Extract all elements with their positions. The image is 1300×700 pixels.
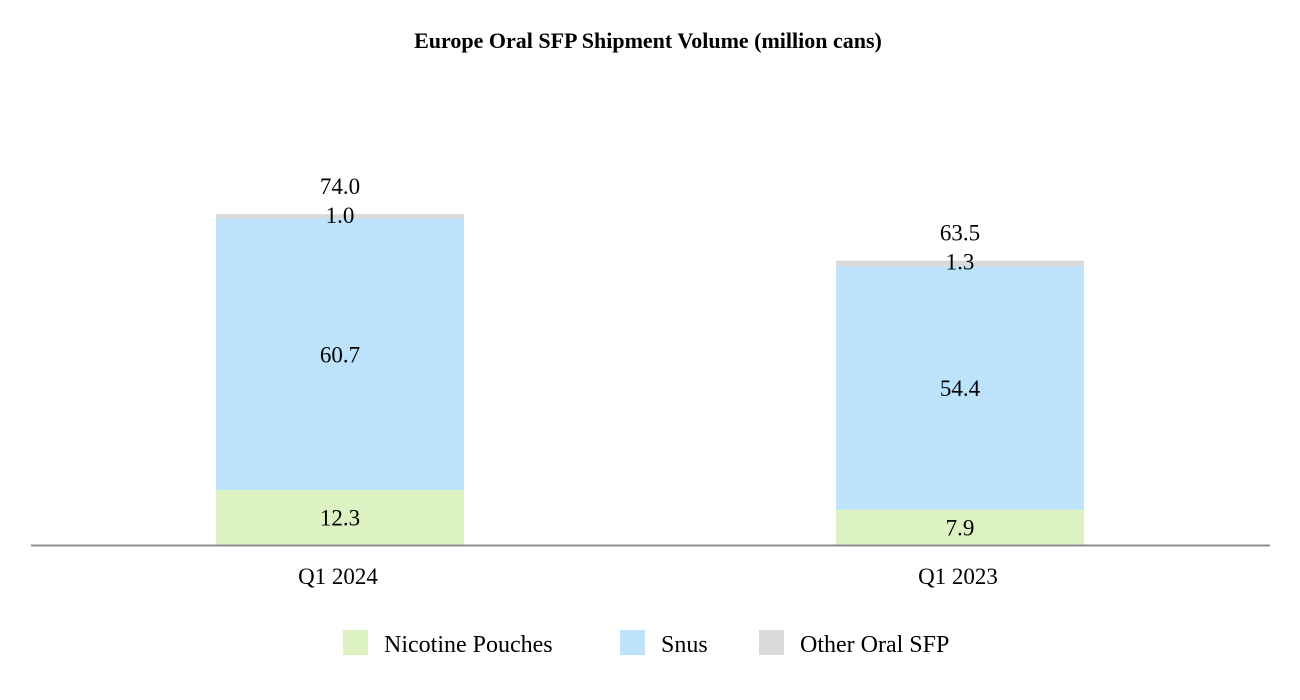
x-tick-labels: Q1 2024 Q1 2023 (298, 564, 998, 589)
total-label-q1-2023: 63.5 (940, 221, 980, 246)
x-tick-label-q1-2024: Q1 2024 (298, 564, 378, 589)
total-label-q1-2024: 74.0 (320, 174, 360, 199)
bar-segment-snus-q1-2023 (836, 266, 1084, 510)
labels-group: 12.3 60.7 1.0 74.0 7.9 54.4 1.3 63.5 (320, 174, 981, 540)
data-label-nicotine-pouches-q1-2023: 7.9 (946, 515, 975, 540)
legend-swatch-nicotine-pouches (343, 630, 368, 655)
bar-segment-snus-q1-2024 (216, 218, 464, 491)
legend-swatch-other-oral-sfp (759, 630, 784, 655)
legend-label-snus: Snus (661, 632, 708, 658)
bar-segment-other-oral-sfp-q1-2024 (216, 214, 464, 219)
data-label-snus-q1-2024: 60.7 (320, 342, 360, 367)
data-label-other-oral-sfp-q1-2024: 1.0 (326, 203, 355, 228)
bar-segment-nicotine-pouches-q1-2024 (216, 490, 464, 545)
legend-label-other-oral-sfp: Other Oral SFP (800, 632, 949, 658)
data-label-other-oral-sfp-q1-2023: 1.3 (946, 250, 975, 275)
bar-segment-nicotine-pouches-q1-2023 (836, 509, 1084, 545)
data-label-nicotine-pouches-q1-2024: 12.3 (320, 506, 360, 531)
data-label-snus-q1-2023: 54.4 (940, 376, 981, 401)
legend-swatch-snus (620, 630, 645, 655)
bar-segment-other-oral-sfp-q1-2023 (836, 260, 1084, 267)
bars-group (216, 214, 1084, 545)
x-tick-label-q1-2023: Q1 2023 (918, 564, 998, 589)
chart-title: Europe Oral SFP Shipment Volume (million… (414, 28, 882, 53)
legend-label-nicotine-pouches: Nicotine Pouches (384, 632, 553, 658)
legend: Nicotine Pouches Snus Other Oral SFP (343, 630, 949, 658)
